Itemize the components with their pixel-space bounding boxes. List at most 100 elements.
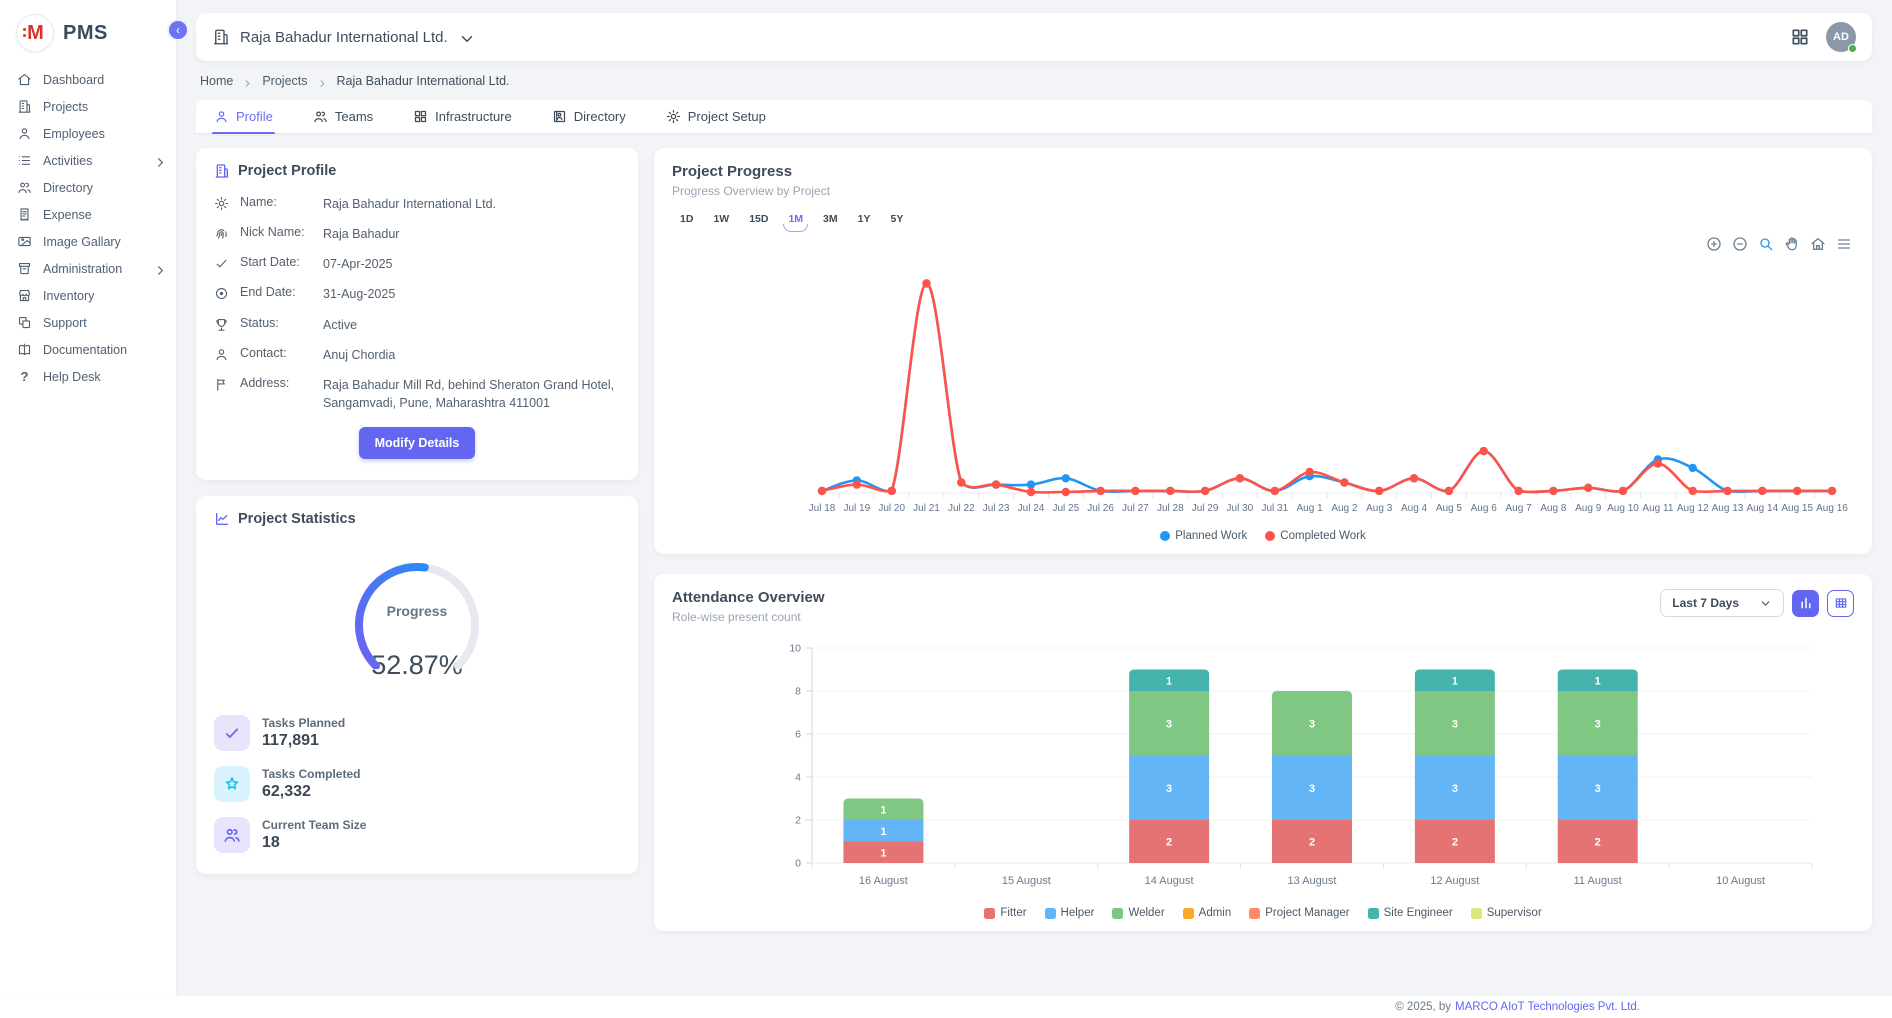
- toolbar-zoom-out-button[interactable]: [1732, 236, 1748, 252]
- sidebar-item-dashboard[interactable]: Dashboard: [0, 66, 176, 93]
- range-button-1d[interactable]: 1D: [672, 210, 701, 231]
- range-button-5y[interactable]: 5Y: [882, 210, 911, 231]
- line-chart[interactable]: Jul 18Jul 19Jul 20Jul 21Jul 22Jul 23Jul …: [672, 261, 1854, 528]
- field-label: Start Date:: [240, 255, 312, 269]
- profile-field-end-date: End Date:31-Aug-2025: [214, 285, 620, 303]
- company-selector[interactable]: Raja Bahadur International Ltd.: [212, 28, 473, 46]
- zoom-in-icon: [1706, 236, 1722, 252]
- modify-details-button[interactable]: Modify Details: [359, 427, 476, 459]
- range-button-3m[interactable]: 3M: [815, 210, 846, 231]
- toolbar-reset-home-button[interactable]: [1810, 236, 1826, 252]
- legend-site-engineer[interactable]: Site Engineer: [1368, 907, 1453, 919]
- stat-tasks-completed: Tasks Completed62,332: [214, 766, 620, 802]
- building-icon: [214, 163, 230, 179]
- range-button-1w[interactable]: 1W: [705, 210, 737, 231]
- tab-directory[interactable]: Directory: [552, 100, 626, 133]
- gear-icon: [214, 196, 229, 211]
- sidebar-item-label: Projects: [43, 100, 88, 114]
- tab-infrastructure[interactable]: Infrastructure: [413, 100, 512, 133]
- sidebar-item-label: Expense: [43, 208, 92, 222]
- svg-text:Aug 10: Aug 10: [1607, 503, 1639, 514]
- chevron-down-icon: [1759, 597, 1772, 610]
- sidebar-item-projects[interactable]: Projects: [0, 93, 176, 120]
- chevron-right-icon: [317, 78, 328, 89]
- range-button-1m[interactable]: 1M: [780, 210, 811, 231]
- svg-text:8: 8: [795, 686, 801, 698]
- archive-icon: [17, 261, 32, 276]
- sidebar-item-support[interactable]: Support: [0, 309, 176, 336]
- breadcrumb-home[interactable]: Home: [200, 74, 233, 88]
- sidebar-collapse-button[interactable]: ‹: [167, 19, 189, 41]
- time-range-buttons: 1D1W15D1M3M1Y5Y: [672, 210, 1854, 231]
- svg-text:11 August: 11 August: [1574, 875, 1622, 887]
- legend-project-manager[interactable]: Project Manager: [1249, 907, 1349, 919]
- progress-card-title: Project Progress: [672, 163, 792, 180]
- sidebar-item-label: Employees: [43, 127, 105, 141]
- svg-text:Jul 25: Jul 25: [1052, 503, 1079, 514]
- field-value: 07-Apr-2025: [323, 255, 620, 273]
- book-icon: [17, 342, 32, 357]
- apps-grid-icon[interactable]: [1790, 27, 1810, 47]
- building-icon: [214, 163, 230, 179]
- svg-text:1: 1: [1595, 675, 1601, 687]
- sidebar-item-label: Activities: [43, 154, 92, 168]
- svg-text:Jul 26: Jul 26: [1087, 503, 1114, 514]
- table-view-button[interactable]: [1827, 590, 1854, 617]
- tab-project-setup[interactable]: Project Setup: [666, 100, 766, 133]
- sidebar-item-administration[interactable]: Administration: [0, 255, 176, 282]
- legend-welder[interactable]: Welder: [1112, 907, 1164, 919]
- svg-text:12 August: 12 August: [1430, 875, 1479, 887]
- sidebar-item-expense[interactable]: Expense: [0, 201, 176, 228]
- home-icon: [17, 72, 32, 87]
- attendance-bar-chart[interactable]: 024681011116 August15 August233114 Augus…: [672, 634, 1854, 905]
- tab-profile[interactable]: Profile: [214, 100, 273, 133]
- toolbar-zoom-area-button[interactable]: [1758, 236, 1774, 252]
- sidebar-item-activities[interactable]: Activities: [0, 147, 176, 174]
- svg-text:3: 3: [1309, 718, 1315, 730]
- toolbar-menu-button[interactable]: [1836, 236, 1852, 252]
- table-grid-icon: [1834, 596, 1848, 610]
- receipt-icon: [17, 207, 32, 222]
- legend-admin[interactable]: Admin: [1183, 907, 1232, 919]
- legend-fitter[interactable]: Fitter: [984, 907, 1026, 919]
- attendance-range-select[interactable]: Last 7 Days: [1660, 589, 1784, 617]
- range-button-15d[interactable]: 15D: [741, 210, 776, 231]
- svg-text:3: 3: [1166, 783, 1172, 795]
- range-button-1y[interactable]: 1Y: [850, 210, 879, 231]
- sidebar-item-image-gallary[interactable]: Image Gallary: [0, 228, 176, 255]
- sidebar-item-employees[interactable]: Employees: [0, 120, 176, 147]
- sidebar-item-help-desk[interactable]: ?Help Desk: [0, 363, 176, 390]
- sidebar-item-inventory[interactable]: Inventory: [0, 282, 176, 309]
- attendance-card-subtitle: Role-wise present count: [672, 610, 825, 624]
- footer: © 2025, by MARCO AIoT Technologies Pvt. …: [0, 996, 1892, 1018]
- disc-icon: [214, 286, 229, 301]
- legend-supervisor[interactable]: Supervisor: [1471, 907, 1542, 919]
- breadcrumb-projects[interactable]: Projects: [262, 74, 307, 88]
- svg-text:3: 3: [1166, 718, 1172, 730]
- footer-company-link[interactable]: MARCO AIoT Technologies Pvt. Ltd.: [1455, 1001, 1640, 1013]
- field-label: Address:: [240, 376, 312, 390]
- toolbar-pan-button[interactable]: [1784, 236, 1800, 252]
- sidebar-item-label: Inventory: [43, 289, 94, 303]
- sidebar-item-documentation[interactable]: Documentation: [0, 336, 176, 363]
- legend-planned-work[interactable]: Planned Work: [1160, 530, 1247, 542]
- legend-helper[interactable]: Helper: [1045, 907, 1095, 919]
- sidebar-item-directory[interactable]: Directory: [0, 174, 176, 201]
- bar-chart-legend: Fitter Helper Welder Admin Project Manager Si…: [672, 907, 1854, 919]
- tab-teams[interactable]: Teams: [313, 100, 373, 133]
- svg-text:10 August: 10 August: [1716, 875, 1765, 887]
- breadcrumb-separator-icon: [242, 76, 253, 87]
- svg-text:Aug 14: Aug 14: [1746, 503, 1778, 514]
- avatar[interactable]: AD: [1826, 22, 1856, 52]
- brand-name: PMS: [63, 22, 108, 45]
- toolbar-zoom-in-button[interactable]: [1706, 236, 1722, 252]
- field-label: Status:: [240, 316, 312, 330]
- legend-completed-work[interactable]: Completed Work: [1265, 530, 1365, 542]
- svg-text:2: 2: [795, 815, 801, 827]
- svg-text:Jul 30: Jul 30: [1227, 503, 1254, 514]
- brand[interactable]: M PMS: [0, 10, 176, 66]
- check-icon: [223, 724, 241, 742]
- zoom-area-icon: [1758, 236, 1774, 252]
- bar-view-button[interactable]: [1792, 590, 1819, 617]
- svg-text:16 August: 16 August: [859, 875, 908, 887]
